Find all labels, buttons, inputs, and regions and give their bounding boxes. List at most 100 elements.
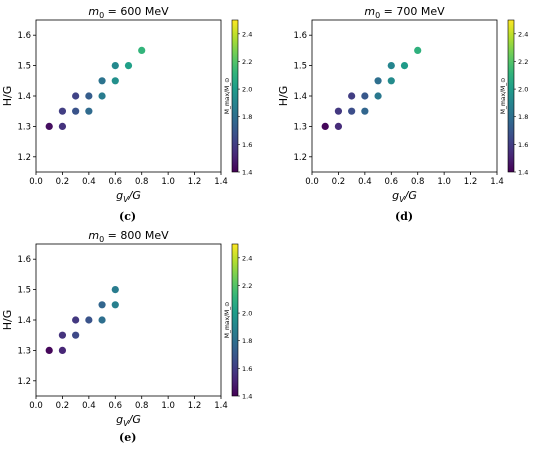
x-tick-label: 0.8 xyxy=(135,177,149,187)
colorbar-bar xyxy=(231,243,239,397)
title-subscript: 0 xyxy=(375,11,380,20)
title-subscript: 0 xyxy=(99,235,104,244)
chart-title: m0 = 600 MeV xyxy=(88,5,169,20)
data-point xyxy=(374,77,382,85)
data-point xyxy=(321,122,329,130)
colorbar-tick-label: 1.8 xyxy=(518,113,528,121)
x-tick-label: 1.2 xyxy=(464,177,478,187)
colorbar-2: 1.4 1.6 1.8 2.0 2.2 2.4 M_max/M_⊙ xyxy=(500,19,528,177)
colorbar-3: 1.4 1.6 1.8 2.0 2.2 2.4 M_max/M_⊙ xyxy=(224,243,252,401)
x-tick-label: 0.2 xyxy=(332,177,346,187)
title-symbol: m xyxy=(364,5,375,18)
data-point xyxy=(334,122,343,130)
data-point xyxy=(98,301,106,309)
data-point xyxy=(111,301,119,309)
data-point xyxy=(361,107,369,115)
colorbar-label: M_max/M_⊙ xyxy=(500,78,507,114)
data-point xyxy=(58,122,67,130)
data-point xyxy=(98,316,106,324)
data-point xyxy=(374,92,382,100)
colorbar-tick-label: 1.4 xyxy=(518,169,528,177)
colorbar-bar xyxy=(231,19,239,173)
y-axis-label: H/G xyxy=(277,86,290,107)
x-tick-label: 0.8 xyxy=(135,401,149,411)
x-tick-label: 1.2 xyxy=(188,177,202,187)
subplot-1: 0.0 0.2 0.4 0.6 0.8 1.0 1.2 1.4 1.2 1.3 1.4 1.5 1.6 m… xyxy=(1,5,228,204)
data-point xyxy=(111,286,119,294)
x-axis-label: gV/G xyxy=(392,189,417,204)
data-point xyxy=(58,331,67,339)
y-axis-label: H/G xyxy=(1,310,14,331)
data-point xyxy=(72,92,80,100)
y-tick-label: 1.4 xyxy=(17,92,31,102)
x-tick-label: 0.6 xyxy=(109,401,123,411)
xlabel-tail: /G xyxy=(128,413,141,426)
data-point xyxy=(85,92,93,100)
colorbar-tick-label: 1.6 xyxy=(242,141,252,149)
title-value: = 700 MeV xyxy=(380,5,445,18)
x-tick-label: 0.6 xyxy=(385,177,399,187)
xlabel-subscript: V xyxy=(123,419,129,428)
colorbar-1: 1.4 1.6 1.8 2.0 2.2 2.4 M_max/M_⊙ xyxy=(224,19,252,177)
x-tick-label: 0.6 xyxy=(109,177,123,187)
subplot-3: 0.0 0.2 0.4 0.6 0.8 1.0 1.2 1.4 1.2 1.3 1.4 1.5 1.6 m… xyxy=(1,229,228,428)
y-axis-label: H/G xyxy=(1,86,14,107)
y-tick-label: 1.2 xyxy=(17,153,31,163)
x-tick-label: 0.4 xyxy=(82,401,96,411)
x-tick-label: 0.0 xyxy=(29,177,43,187)
plot-frame xyxy=(311,19,498,173)
data-point xyxy=(334,107,343,115)
y-tick-label: 1.3 xyxy=(17,122,31,132)
colorbar-tick-label: 1.4 xyxy=(242,169,252,177)
xlabel-subscript: V xyxy=(399,195,405,204)
x-tick-label: 1.0 xyxy=(437,177,451,187)
colorbar-tick-label: 2.0 xyxy=(242,86,252,94)
colorbar-tick-label: 2.0 xyxy=(518,86,528,94)
x-tick-label: 0.2 xyxy=(56,177,70,187)
y-tick-label: 1.4 xyxy=(17,316,31,326)
xlabel-symbol: g xyxy=(116,189,123,202)
x-axis-label: gV/G xyxy=(116,413,141,428)
chart-title: m0 = 800 MeV xyxy=(88,229,169,244)
data-point xyxy=(414,46,422,55)
data-point xyxy=(58,346,67,354)
subplot-2: 0.0 0.2 0.4 0.6 0.8 1.0 1.2 1.4 1.2 1.3 1.4 1.5 1.6 m… xyxy=(277,5,504,204)
xlabel-symbol: g xyxy=(392,189,399,202)
colorbar-tick-label: 1.8 xyxy=(242,113,252,121)
colorbar-tick-label: 1.8 xyxy=(242,337,252,345)
x-tick-label: 0.0 xyxy=(29,401,43,411)
colorbar-tick-label: 1.4 xyxy=(242,393,252,401)
x-axis-label: gV/G xyxy=(116,189,141,204)
y-tick-label: 1.5 xyxy=(17,62,31,72)
data-point xyxy=(124,62,133,70)
title-value: = 800 MeV xyxy=(104,229,169,242)
x-tick-label: 1.4 xyxy=(214,401,228,411)
x-tick-label: 0.4 xyxy=(358,177,372,187)
data-point xyxy=(72,331,80,339)
data-point xyxy=(138,46,146,55)
data-point xyxy=(111,62,119,70)
x-tick-label: 0.0 xyxy=(305,177,319,187)
y-tick-label: 1.5 xyxy=(293,62,307,72)
data-point xyxy=(72,316,80,324)
subfigure-label-d: (d) xyxy=(395,210,414,223)
title-subscript: 0 xyxy=(99,11,104,20)
data-point xyxy=(387,77,395,85)
xlabel-subscript: V xyxy=(123,195,129,204)
colorbar-tick-label: 2.0 xyxy=(242,310,252,318)
data-point xyxy=(58,107,67,115)
colorbar-bar xyxy=(507,19,515,173)
x-tick-label: 0.2 xyxy=(56,401,70,411)
colorbar-tick-label: 2.2 xyxy=(242,282,252,290)
data-point xyxy=(387,62,395,70)
colorbar-label: M_max/M_⊙ xyxy=(224,302,231,338)
plot-frame xyxy=(35,243,222,397)
x-tick-label: 0.4 xyxy=(82,177,96,187)
colorbar-tick-label: 2.4 xyxy=(242,30,252,38)
y-tick-label: 1.5 xyxy=(17,286,31,296)
y-tick-label: 1.2 xyxy=(293,153,307,163)
data-point xyxy=(400,62,409,70)
plot-frame xyxy=(35,19,222,173)
colorbar-tick-label: 1.6 xyxy=(518,141,528,149)
